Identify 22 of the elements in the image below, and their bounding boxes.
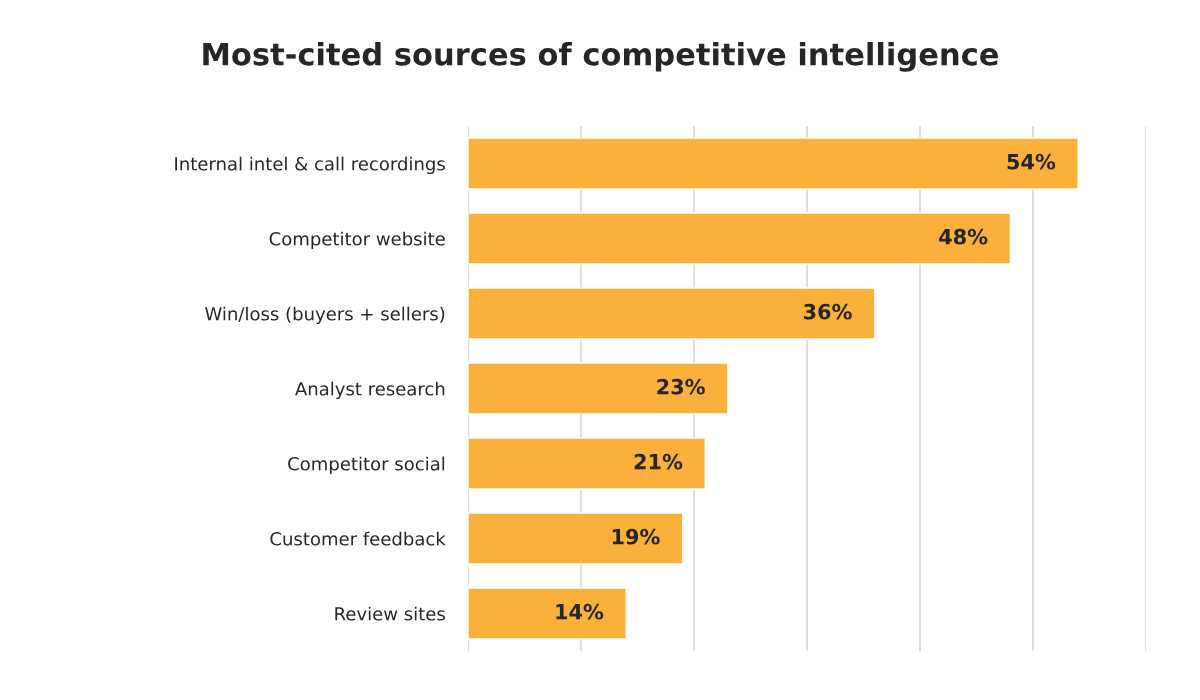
data-label: 19% — [612, 528, 660, 545]
data-label: 21% — [634, 453, 683, 470]
bar — [468, 137, 1079, 190]
bar — [468, 437, 706, 490]
y-tick-label: Win/loss (buyers + sellers) — [205, 306, 445, 325]
data-label: 48% — [939, 228, 988, 245]
y-tick-label: Review sites — [335, 606, 445, 621]
bar — [468, 587, 627, 640]
y-tick-label: Internal intel & call recordings — [175, 156, 445, 175]
bar — [468, 212, 1012, 265]
bar — [468, 362, 729, 415]
data-label: 54% — [1007, 153, 1056, 170]
bar — [468, 512, 684, 565]
data-label: 36% — [803, 303, 852, 320]
chart-title: Most-cited sources of competitive intelligence — [203, 42, 999, 72]
bar — [468, 287, 876, 340]
data-label: 14% — [556, 603, 604, 620]
y-tick-label: Competitor website — [269, 231, 445, 250]
data-label: 23% — [657, 378, 705, 395]
y-tick-label: Competitor social — [288, 456, 445, 475]
y-tick-label: Analyst research — [295, 381, 445, 400]
y-tick-label: Customer feedback — [270, 531, 446, 546]
